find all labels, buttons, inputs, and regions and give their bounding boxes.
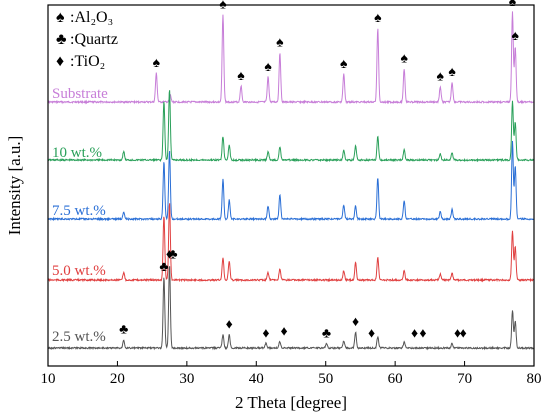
peak-marker: ♦ (280, 324, 287, 339)
x-tick-label: 80 (527, 371, 542, 387)
peak-marker: ♠ (153, 56, 161, 71)
peak-marker: ♦ (460, 326, 467, 341)
peak-marker: ♣ (159, 260, 168, 275)
peak-marker: ♦ (226, 318, 233, 333)
x-axis-label: 2 Theta [degree] (235, 393, 347, 412)
peak-marker: ♦ (262, 326, 269, 341)
series-line (47, 11, 535, 105)
peak-marker: ♠ (219, 0, 227, 13)
series-layer (47, 11, 535, 351)
x-axis-ticks: 10 20 30 40 50 60 70 80 (41, 361, 542, 387)
peak-marker: ♠ (276, 36, 284, 51)
peak-marker: ♦ (352, 315, 359, 330)
annotation-layer: ♠♠♠♠♠♠♠♠♠ ♠♠♠♣♣♣♣♦♦♦ ♦♦♦ ♦ ♦ ♦♦ (119, 0, 519, 341)
series-line (47, 140, 535, 222)
series-label: 7.5 wt.% (52, 203, 106, 219)
series-label: 5.0 wt.% (52, 263, 106, 279)
x-tick-label: 30 (179, 371, 194, 387)
x-tick-label: 60 (388, 371, 403, 387)
peak-marker: ♦ (411, 326, 418, 341)
legend-symbol: ♦ (56, 53, 64, 70)
peak-marker: ♣ (168, 247, 177, 262)
x-tick-label: 40 (249, 371, 264, 387)
series-line (47, 266, 534, 351)
peak-marker: ♦ (166, 247, 173, 262)
peak-marker: ♦ (419, 326, 426, 341)
legend: ♠ :Al₂O₃♣:Quartz ♦ :TiO₂ (56, 9, 118, 70)
series-label: Substrate (52, 86, 108, 102)
legend-label: :Al₂O₃ (70, 9, 113, 26)
x-tick-label: 50 (318, 371, 333, 387)
peak-marker: ♠ (437, 70, 445, 85)
series-label: 10 wt.% (52, 145, 102, 161)
peak-marker: ♠ (400, 52, 408, 67)
peak-marker: ♠ (237, 69, 245, 84)
x-tick-label: 20 (110, 371, 125, 387)
legend-symbol: ♣ (56, 31, 67, 48)
y-axis-label: Intensity [a.u.] (5, 136, 24, 236)
legend-symbol: ♠ (56, 9, 65, 26)
peak-marker: ♦ (454, 326, 461, 341)
peak-marker: ♠ (340, 57, 348, 72)
series-line (47, 90, 535, 163)
peak-marker: ♦ (368, 326, 375, 341)
series-line (47, 203, 535, 283)
peak-marker: ♠ (512, 29, 520, 44)
x-tick-label: 10 (41, 371, 56, 387)
legend-label: :Quartz (70, 31, 118, 48)
legend-label: :TiO₂ (70, 53, 105, 70)
series-labels: Substrate 10 wt.% 7.5 wt.% 5.0 wt.% 2.5 wt.% (52, 86, 108, 345)
peak-marker: ♠ (448, 65, 456, 80)
peak-marker: ♠ (374, 11, 382, 26)
peak-marker: ♠ (264, 60, 272, 75)
plot-frame (47, 4, 535, 367)
peak-marker: ♣ (322, 326, 331, 341)
series-label: 2.5 wt.% (52, 329, 106, 345)
peak-marker: ♣ (119, 322, 128, 337)
x-tick-label: 70 (457, 371, 472, 387)
